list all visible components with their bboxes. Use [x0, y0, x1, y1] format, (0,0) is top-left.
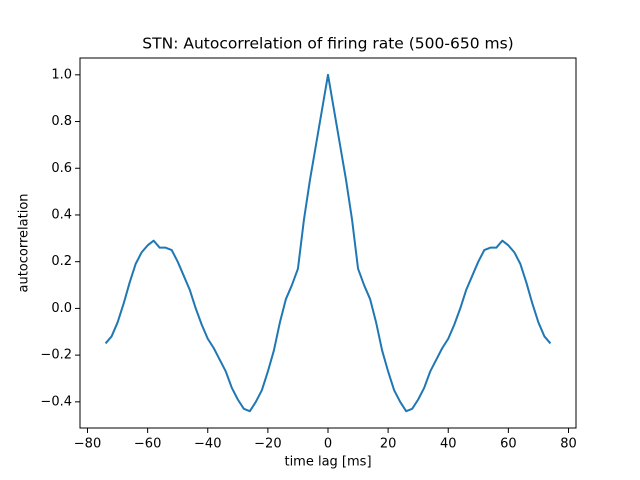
y-tick-label: 0.8: [51, 114, 72, 129]
x-tick-label: 40: [440, 437, 457, 452]
chart-title: STN: Autocorrelation of firing rate (500…: [142, 35, 513, 53]
y-tick-label: 0.6: [51, 161, 72, 176]
y-tick-label: −0.2: [40, 348, 72, 363]
x-tick-label: −20: [254, 437, 281, 452]
y-tick-label: 0.4: [51, 207, 72, 222]
x-tick-label: 80: [560, 437, 577, 452]
x-tick-label: 20: [380, 437, 397, 452]
y-tick-label: 0.2: [51, 254, 72, 269]
plot-frame: [79, 57, 577, 429]
x-tick-label: −40: [194, 437, 221, 452]
y-tick-label: −0.4: [40, 394, 72, 409]
x-tick-label: −80: [74, 437, 101, 452]
y-tick-label: 0.0: [51, 301, 72, 316]
line: [104, 73, 552, 413]
x-axis-label: time lag [ms]: [284, 455, 371, 470]
x-tick-label: 0: [324, 437, 332, 452]
y-tick-label: 1.0: [51, 67, 72, 82]
x-tick-label: 60: [500, 437, 517, 452]
y-axis-label: autocorrelation: [17, 193, 32, 292]
x-tick-label: −60: [134, 437, 161, 452]
